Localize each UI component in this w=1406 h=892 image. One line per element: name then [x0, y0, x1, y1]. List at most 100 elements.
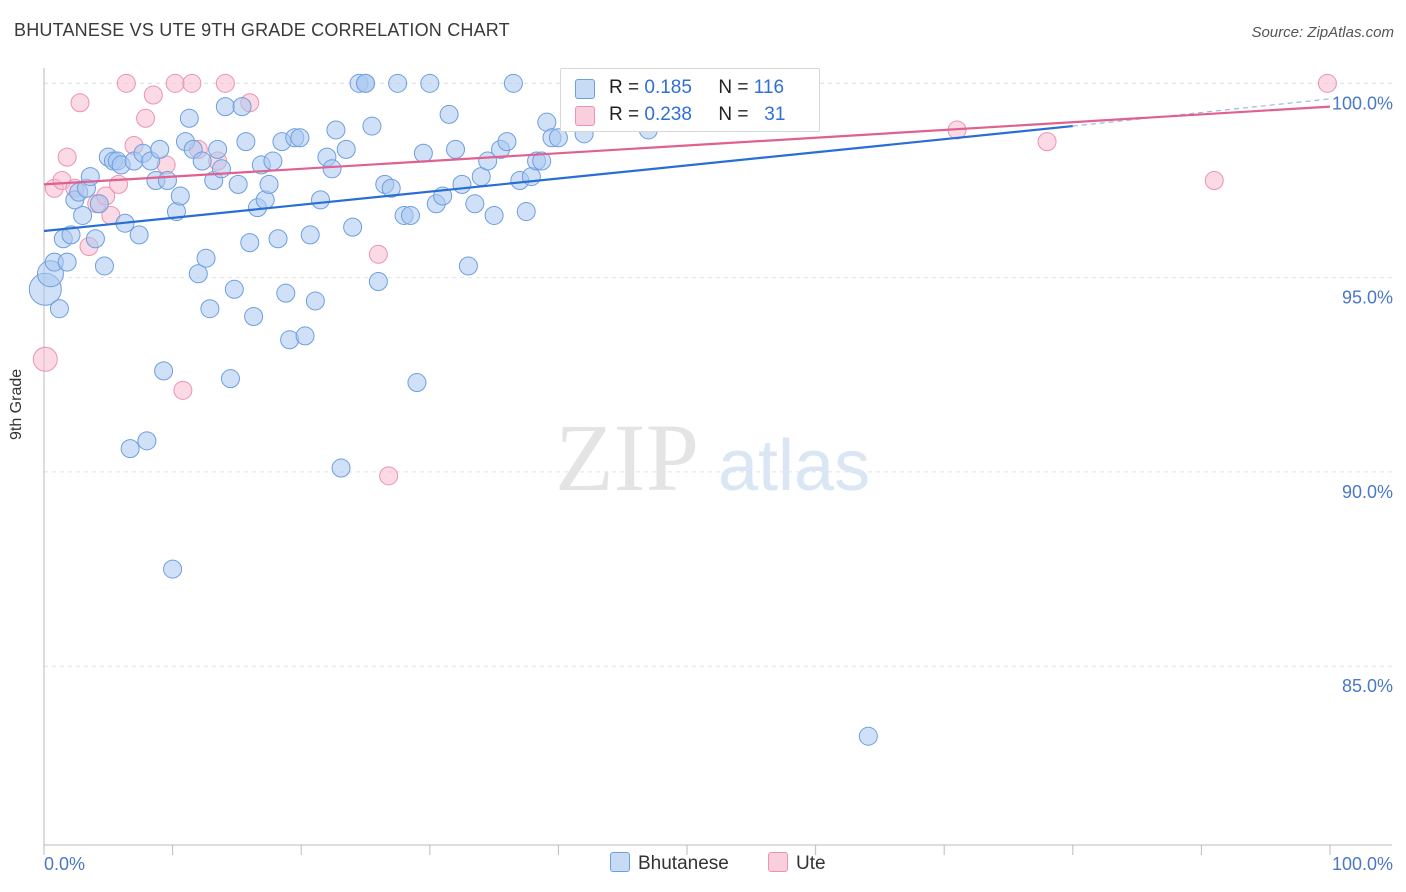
bhutanese-trendline-extension — [1072, 98, 1331, 127]
y-tick-label: 95.0% — [1342, 288, 1393, 308]
bhutanese-point — [290, 128, 310, 148]
legend-n-value-bhutanese: 116 — [753, 77, 785, 98]
bhutanese-point — [516, 202, 536, 222]
bhutanese-point — [336, 139, 356, 159]
ute-point — [368, 244, 388, 264]
x-tick-label: 0.0% — [44, 854, 85, 874]
bhutanese-point — [244, 306, 264, 326]
watermark-zip: ZIP — [555, 404, 699, 511]
legend-n-label: N = — [718, 77, 749, 98]
bhutanese-point — [170, 186, 190, 206]
bhutanese-point — [300, 225, 320, 245]
bottom-legend-ute[interactable]: Ute — [768, 852, 826, 875]
bhutanese-point — [503, 73, 523, 93]
bhutanese-point — [305, 291, 325, 311]
bhutanese-point — [310, 190, 330, 210]
bhutanese-point — [163, 559, 183, 579]
bhutanese-trendline — [43, 124, 1073, 233]
y-tick-label: 85.0% — [1342, 676, 1393, 696]
correlation-legend: R = 0.185 N = 116 R = 0.238 N = 31 — [560, 68, 820, 132]
legend-r-label: R = — [609, 77, 640, 98]
ute-point — [116, 73, 136, 93]
bhutanese-point — [192, 151, 212, 171]
bhutanese-point — [137, 431, 157, 451]
bhutanese-point — [73, 205, 93, 225]
ute-legend-label: Ute — [796, 853, 826, 874]
bhutanese-point — [208, 139, 228, 159]
ute-point — [182, 73, 202, 93]
ute-point — [32, 346, 58, 372]
ute-point — [109, 174, 129, 194]
bhutanese-point — [179, 108, 199, 128]
bhutanese-point — [548, 128, 568, 148]
ute-point — [1317, 73, 1337, 93]
bhutanese-point — [120, 439, 140, 459]
bhutanese-point — [407, 373, 427, 393]
bhutanese-point — [532, 151, 552, 171]
bhutanese-point — [220, 369, 240, 389]
ute-point — [57, 147, 77, 167]
ute-point — [165, 73, 185, 93]
bhutanese-point — [215, 97, 235, 117]
ute-swatch — [575, 106, 595, 126]
chart-title: BHUTANESE VS UTE 9TH GRADE CORRELATION C… — [14, 20, 510, 40]
bhutanese-legend-swatch — [610, 852, 630, 872]
legend-n-value-ute: 31 — [764, 104, 786, 125]
bhutanese-point — [240, 233, 260, 253]
bhutanese-point — [228, 174, 248, 194]
bhutanese-point — [413, 143, 433, 163]
ute-point — [379, 466, 399, 486]
ute-point — [70, 93, 90, 113]
legend-r-value-ute: 0.238 — [644, 104, 692, 125]
bhutanese-point — [188, 264, 208, 284]
bhutanese-point — [196, 248, 216, 268]
bhutanese-point — [497, 132, 517, 152]
bhutanese-point — [388, 73, 408, 93]
legend-n-label: N = — [718, 104, 749, 125]
ute-point — [1204, 170, 1224, 190]
bhutanese-point — [322, 159, 342, 179]
bhutanese-point — [61, 225, 81, 245]
bhutanese-point — [452, 174, 472, 194]
bhutanese-swatch — [575, 79, 595, 99]
bhutanese-point — [401, 205, 421, 225]
bhutanese-point — [157, 170, 177, 190]
ute-point — [136, 108, 156, 128]
bhutanese-point — [295, 326, 315, 346]
bhutanese-point — [150, 139, 170, 159]
bhutanese-point — [154, 361, 174, 381]
bhutanese-point — [362, 116, 382, 136]
chart-source: Source: ZipAtlas.com — [1251, 24, 1394, 41]
bhutanese-point — [200, 299, 220, 319]
bottom-legend-bhutanese[interactable]: Bhutanese — [610, 852, 729, 875]
bhutanese-point — [268, 229, 288, 249]
bhutanese-point — [446, 139, 466, 159]
ute-trendline — [43, 105, 1331, 186]
bhutanese-point — [439, 104, 459, 124]
watermark-atlas: atlas — [718, 426, 870, 506]
ute-legend-swatch — [768, 852, 788, 872]
legend-r-label: R = — [609, 104, 640, 125]
x-tick-label: 100.0% — [1332, 854, 1393, 874]
y-tick-label: 100.0% — [1332, 93, 1393, 113]
y-axis-title: 9th Grade — [8, 368, 25, 440]
bhutanese-point — [129, 225, 149, 245]
bhutanese-point — [331, 458, 351, 478]
bhutanese-point — [232, 97, 252, 117]
y-tick-label: 90.0% — [1342, 482, 1393, 502]
bhutanese-point — [420, 73, 440, 93]
bhutanese-point — [858, 726, 878, 746]
bhutanese-point — [276, 283, 296, 303]
legend-r-value-bhutanese: 0.185 — [644, 77, 692, 98]
ute-point — [215, 73, 235, 93]
bhutanese-point — [458, 256, 478, 276]
bhutanese-point — [381, 178, 401, 198]
ute-point — [173, 380, 193, 400]
bhutanese-point — [85, 229, 105, 249]
bhutanese-point — [236, 132, 256, 152]
bhutanese-point — [255, 190, 275, 210]
bhutanese-point — [263, 151, 283, 171]
bhutanese-point — [356, 73, 375, 93]
bhutanese-point — [224, 279, 244, 299]
